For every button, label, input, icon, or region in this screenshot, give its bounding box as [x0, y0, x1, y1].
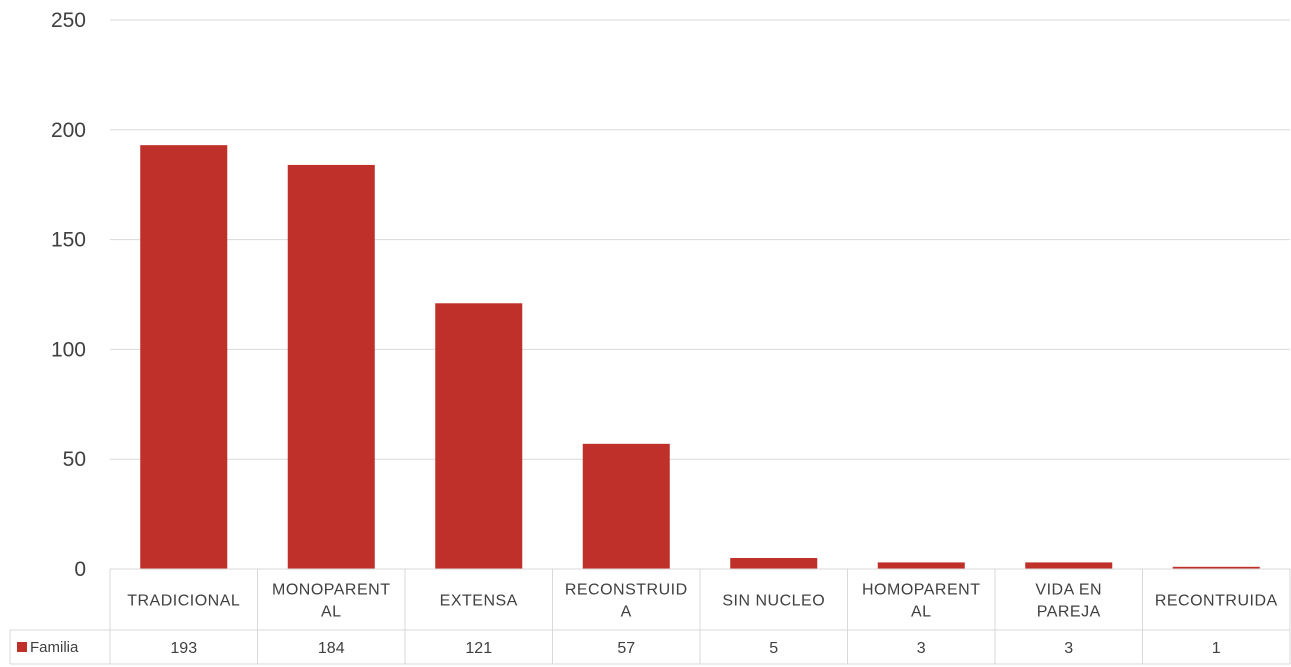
data-label: 5 [769, 640, 778, 657]
category-label: RECONSTRUID [565, 582, 688, 599]
bar [1025, 562, 1113, 569]
y-tick-label: 150 [51, 229, 86, 252]
category-label: A [621, 604, 632, 621]
bars [140, 145, 1260, 569]
y-tick-label: 50 [63, 448, 86, 471]
legend-swatch [17, 642, 27, 652]
data-label: 193 [170, 640, 197, 657]
category-label: VIDA EN [1035, 582, 1102, 599]
bar [1172, 566, 1260, 569]
data-label: 184 [318, 640, 345, 657]
data-label: 1 [1212, 640, 1221, 657]
y-axis-ticks: 0 50 100 150 200 250 [51, 9, 86, 581]
legend-label: Familia [30, 639, 79, 656]
category-label: RECONTRUIDA [1155, 593, 1278, 610]
y-tick-label: 200 [51, 119, 86, 142]
data-label: 3 [917, 640, 926, 657]
category-label: HOMOPARENT [862, 582, 980, 599]
category-label: EXTENSA [440, 593, 518, 610]
gridlines [110, 19, 1290, 460]
category-label: TRADICIONAL [127, 593, 240, 610]
data-table: TRADICIONAL MONOPARENT AL EXTENSA RECONSTRUI… [9, 568, 1291, 665]
data-label: 121 [465, 640, 492, 657]
data-label: 57 [617, 640, 635, 657]
bar [582, 443, 670, 569]
bar [287, 164, 375, 569]
bar [877, 562, 965, 569]
category-label: MONOPARENT [272, 582, 390, 599]
category-label: AL [911, 604, 932, 621]
category-label: PAREJA [1037, 604, 1101, 621]
bar [730, 558, 818, 569]
y-tick-label: 0 [74, 558, 86, 581]
category-label: SIN NUCLEO [722, 593, 825, 610]
y-tick-label: 100 [51, 338, 86, 361]
data-label: 3 [1064, 640, 1073, 657]
bar [435, 303, 523, 569]
bar [140, 145, 228, 569]
y-tick-label: 250 [51, 9, 86, 32]
category-label: AL [321, 604, 342, 621]
